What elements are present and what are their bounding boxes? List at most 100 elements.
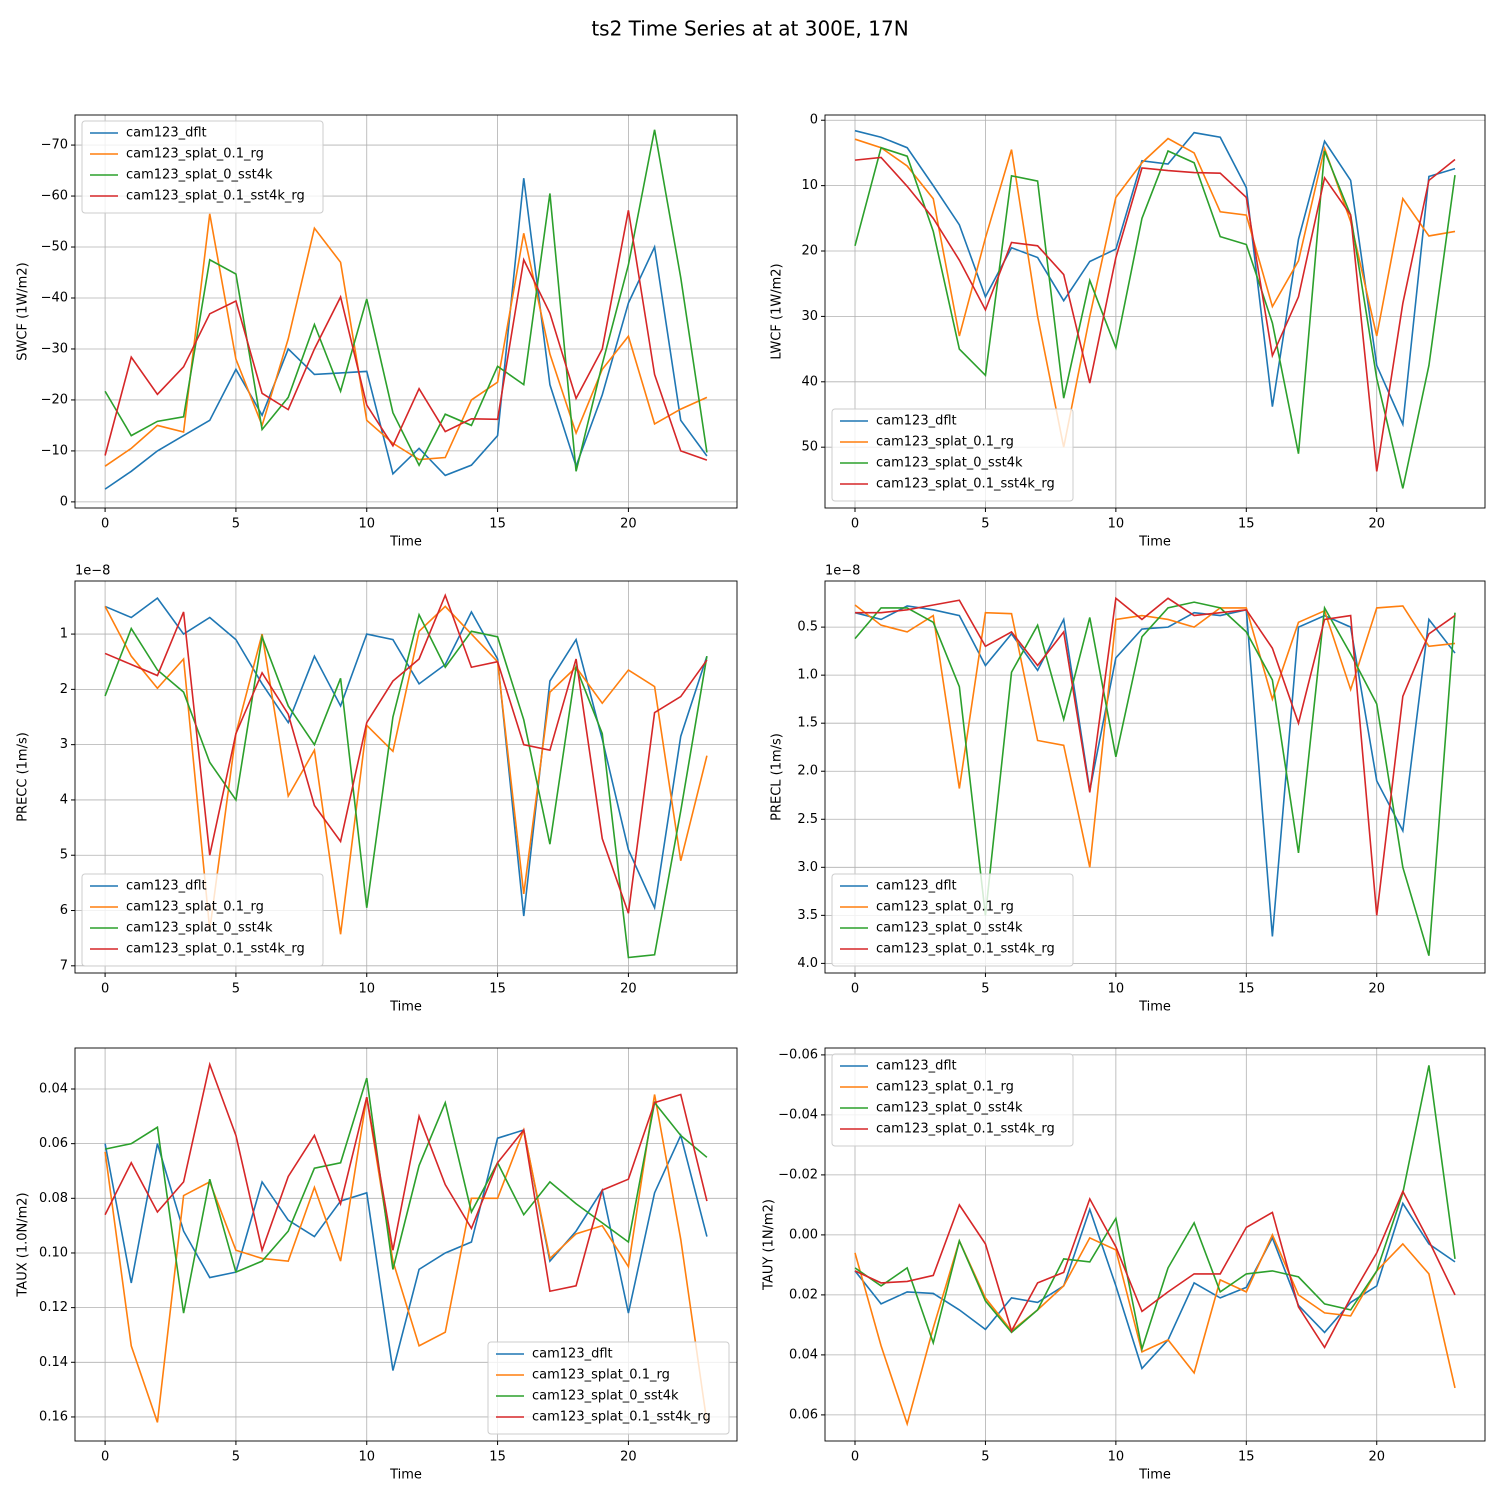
- y-tick-label: −0.04: [778, 1107, 818, 1122]
- y-tick-label: 5: [60, 848, 68, 863]
- x-tick-label: 20: [620, 982, 637, 997]
- y-tick-label: 0: [60, 494, 68, 509]
- figure-title: ts2 Time Series at at 300E, 17N: [591, 17, 908, 41]
- y-tick-label: 0.04: [789, 1347, 818, 1362]
- y-tick-label: 0.16: [39, 1409, 68, 1424]
- legend: cam123_dflt cam123_splat_0.1_rg cam123_spl…: [831, 873, 1074, 967]
- y-tick-label: 50: [801, 440, 818, 455]
- legend-box: [81, 873, 324, 967]
- y-tick-label: 4.0: [797, 956, 818, 971]
- x-tick-label: 20: [1368, 1450, 1385, 1465]
- legend-label: cam123_splat_0.1_sst4k_rg: [876, 942, 1055, 957]
- series-line: [854, 1065, 1456, 1353]
- legend-label: cam123_splat_0_sst4k: [126, 921, 273, 936]
- y-tick-label: 3.0: [797, 860, 818, 875]
- series-line: [104, 213, 708, 467]
- x-tick-label: 10: [358, 517, 375, 532]
- legend-label: cam123_splat_0.1_sst4k_rg: [876, 477, 1055, 492]
- x-tick-label: 0: [101, 517, 109, 532]
- x-tick-label: 15: [1238, 517, 1255, 532]
- legend: cam123_dflt cam123_splat_0.1_rg cam123_spl…: [487, 1341, 730, 1435]
- series-line: [104, 1128, 708, 1371]
- y-tick-label: 0.06: [39, 1136, 68, 1151]
- legend-label: cam123_splat_0_sst4k: [876, 921, 1023, 936]
- y-tick-label: −0.02: [778, 1167, 818, 1182]
- legend: cam123_dflt cam123_splat_0.1_rg cam123_spl…: [831, 1053, 1074, 1147]
- x-tick-label: 5: [981, 517, 989, 532]
- series-line: [104, 593, 708, 914]
- y-tick-label: 7: [60, 958, 68, 973]
- legend-box: [831, 1053, 1074, 1147]
- x-tick-label: 5: [981, 982, 989, 997]
- x-tick-label: 0: [101, 1450, 109, 1465]
- x-tick-label: 20: [1368, 517, 1385, 532]
- x-axis-label: Time: [1138, 535, 1171, 550]
- x-axis-label: Time: [389, 535, 422, 550]
- y-tick-label: 0.12: [39, 1300, 68, 1315]
- legend-label: cam123_dflt: [532, 1347, 613, 1362]
- x-tick-label: 20: [1368, 982, 1385, 997]
- y-tick-label: 4: [60, 792, 68, 807]
- legend-label: cam123_dflt: [126, 126, 207, 141]
- y-tick-label: 20: [801, 244, 818, 259]
- y-tick-label: −40: [41, 290, 68, 305]
- y-tick-label: −20: [41, 392, 68, 407]
- series-line: [854, 1201, 1456, 1370]
- y-tick-label: 0.06: [789, 1407, 818, 1422]
- x-tick-label: 15: [489, 982, 506, 997]
- series-line: [854, 605, 1456, 937]
- axes-frame: [824, 1047, 1486, 1442]
- y-tick-label: −30: [41, 341, 68, 356]
- series-line: [854, 1189, 1456, 1349]
- x-tick-label: 0: [851, 517, 859, 532]
- x-axis-label: Time: [389, 1468, 422, 1483]
- legend-label: cam123_splat_0.1_sst4k_rg: [532, 1410, 711, 1425]
- legend-box: [81, 120, 324, 214]
- series-line: [854, 146, 1456, 489]
- legend-label: cam123_splat_0.1_rg: [876, 435, 1014, 450]
- y-tick-label: −60: [41, 189, 68, 204]
- series-line: [104, 1094, 708, 1423]
- x-tick-label: 5: [232, 517, 240, 532]
- x-tick-label: 20: [620, 1450, 637, 1465]
- x-tick-label: 15: [1238, 1450, 1255, 1465]
- y-tick-label: 3: [60, 737, 68, 752]
- offset-text: 1e−8: [75, 564, 110, 579]
- y-tick-label: 0.04: [39, 1081, 68, 1096]
- y-tick-label: −0.06: [778, 1047, 818, 1062]
- legend-label: cam123_splat_0_sst4k: [532, 1389, 679, 1404]
- legend-label: cam123_dflt: [876, 414, 957, 429]
- x-tick-label: 10: [1108, 982, 1125, 997]
- series-line: [104, 1061, 708, 1293]
- y-tick-label: 2: [60, 682, 68, 697]
- x-tick-label: 10: [1108, 517, 1125, 532]
- y-tick-label: 40: [801, 374, 818, 389]
- x-tick-label: 5: [232, 982, 240, 997]
- y-tick-label: −50: [41, 240, 68, 255]
- y-tick-label: 0.10: [39, 1245, 68, 1260]
- axes-frame: [74, 1047, 738, 1442]
- series-line: [104, 129, 708, 472]
- legend-label: cam123_splat_0_sst4k: [876, 1101, 1023, 1116]
- y-tick-label: −70: [41, 138, 68, 153]
- legend: cam123_dflt cam123_splat_0.1_rg cam123_spl…: [81, 873, 324, 967]
- y-tick-label: 30: [801, 309, 818, 324]
- legend: cam123_dflt cam123_splat_0.1_rg cam123_spl…: [831, 408, 1074, 502]
- legend: cam123_dflt cam123_splat_0.1_rg cam123_spl…: [81, 120, 324, 214]
- axes-frame: [74, 580, 738, 974]
- y-tick-label: 3.5: [797, 908, 818, 923]
- series-line: [855, 596, 1456, 916]
- legend-box: [831, 408, 1074, 502]
- x-axis-label: Time: [1138, 1000, 1171, 1015]
- y-tick-label: 6: [60, 903, 68, 918]
- legend-label: cam123_splat_0.1_rg: [876, 1080, 1014, 1095]
- legend-box: [831, 873, 1074, 967]
- legend-label: cam123_splat_0.1_rg: [126, 147, 264, 162]
- legend-label: cam123_dflt: [876, 1059, 957, 1074]
- y-tick-label: 0.5: [797, 620, 818, 635]
- series-line: [104, 178, 708, 490]
- legend-box: [487, 1341, 730, 1435]
- y-tick-label: 1.0: [797, 668, 818, 683]
